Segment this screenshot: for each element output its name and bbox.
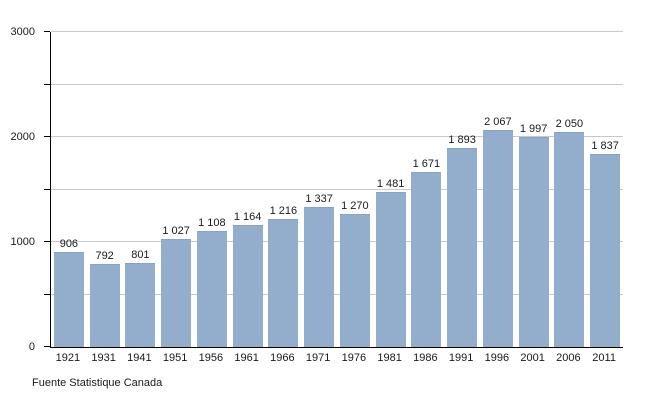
y-axis-tick (44, 83, 50, 85)
bar: 801 (125, 249, 156, 347)
bar: 1 893 (447, 134, 478, 347)
gridline (51, 83, 623, 85)
x-axis-label: 1976 (341, 352, 367, 364)
bar-value-label: 1 893 (448, 134, 476, 147)
x-axis-label: 2011 (592, 352, 616, 364)
y-axis-tick (44, 31, 50, 32)
y-axis-tick (44, 293, 50, 295)
bar-value-label: 1 108 (198, 216, 226, 229)
x-axis-label: 1921 (55, 352, 81, 364)
x-axis-label: 1966 (270, 352, 295, 364)
gridline (51, 293, 623, 295)
x-axis-label: 2006 (556, 352, 581, 364)
bar-value-label: 2 067 (484, 115, 512, 128)
gridline (51, 188, 623, 190)
x-axis-label: 1986 (413, 352, 438, 364)
bar-slot: 1 027 (158, 32, 194, 347)
y-axis-labels: 0 1000 2000 3000 (0, 26, 44, 353)
bar-slot: 906 (51, 32, 87, 347)
bar-slot: 1 837 (587, 32, 623, 347)
bar-value-label: 1 216 (269, 205, 298, 218)
bar-slot: 801 (123, 32, 159, 347)
bar-value-label: 1 164 (233, 210, 262, 223)
x-axis-label: 1956 (198, 352, 224, 364)
bar: 1 671 (411, 158, 442, 347)
bar-slot: 1 337 (301, 32, 337, 347)
y-axis-tick (44, 346, 50, 347)
bar: 1 216 (268, 205, 299, 347)
bar-slot: 1 997 (516, 32, 552, 347)
y-axis-tick (44, 136, 50, 137)
bar-value-label: 1 337 (305, 192, 333, 205)
bar: 1 997 (518, 123, 549, 347)
x-axis-label: 1971 (305, 352, 331, 364)
bar-value-label: 801 (131, 248, 150, 261)
x-axis-label: 1941 (127, 352, 152, 364)
x-axis-label: 1961 (234, 352, 259, 364)
x-axis-label: 1981 (377, 352, 402, 364)
x-axis-label: 1931 (91, 352, 116, 364)
bar-slot: 1 671 (409, 32, 445, 347)
y-axis-tick-label: 3000 (10, 26, 35, 38)
bar-slot: 2 067 (480, 32, 516, 347)
bar-slot: 1 108 (194, 32, 230, 347)
bar-slot: 792 (87, 32, 123, 347)
bar-value-label: 1 997 (519, 123, 548, 136)
x-axis-label: 1951 (162, 352, 188, 364)
bar-value-label: 2 050 (555, 117, 584, 130)
y-axis-tick-label: 1000 (10, 236, 35, 248)
bar: 2 067 (482, 116, 513, 347)
bar-slot: 1 164 (230, 32, 266, 347)
x-axis-labels: 1921 1931 1941 1951 1956 1961 1966 1971 1976 1981… (50, 352, 622, 364)
bar-value-label: 1 671 (412, 157, 441, 170)
x-axis-label: 2001 (520, 352, 545, 364)
bar-value-label: 1 481 (376, 177, 405, 190)
y-axis-tick (44, 241, 50, 242)
bar-value-label: 792 (95, 249, 114, 262)
gridline (51, 31, 623, 32)
bar-slot: 1 270 (337, 32, 373, 347)
bars-container: 906 792 801 1 027 1 108 1 164 1 216 1 337 1 270 1… (51, 32, 623, 347)
bar-slot: 1 216 (266, 32, 302, 347)
bar-slot: 2 050 (552, 32, 588, 347)
bar: 1 270 (339, 200, 370, 347)
bar: 1 108 (196, 217, 227, 347)
gridline (51, 136, 623, 137)
bar-value-label: 906 (59, 237, 79, 250)
bar-value-label: 1 270 (341, 199, 369, 212)
bar-slot: 1 481 (373, 32, 409, 347)
bar: 1 027 (161, 225, 192, 347)
gridline (51, 241, 623, 242)
source-caption: Fuente Statistique Canada (32, 377, 163, 389)
bar: 1 164 (232, 211, 263, 347)
x-axis-label: 1991 (448, 352, 474, 364)
bar-slot: 1 893 (444, 32, 480, 347)
x-axis-label: 1996 (484, 352, 510, 364)
bar: 906 (53, 238, 84, 347)
y-axis-tick (44, 188, 50, 190)
y-axis-tick-label: 2000 (10, 131, 35, 143)
bar: 1 337 (304, 193, 335, 347)
bar: 1 481 (375, 178, 406, 347)
bar: 1 837 (590, 140, 621, 347)
plot-area: 906 792 801 1 027 1 108 1 164 1 216 1 337 1 270 1… (44, 31, 623, 348)
bar: 2 050 (554, 118, 585, 347)
bar-value-label: 1 027 (162, 225, 190, 238)
bar-value-label: 1 837 (591, 140, 619, 153)
bar: 792 (89, 250, 120, 347)
y-axis-tick-label: 0 (28, 341, 35, 353)
